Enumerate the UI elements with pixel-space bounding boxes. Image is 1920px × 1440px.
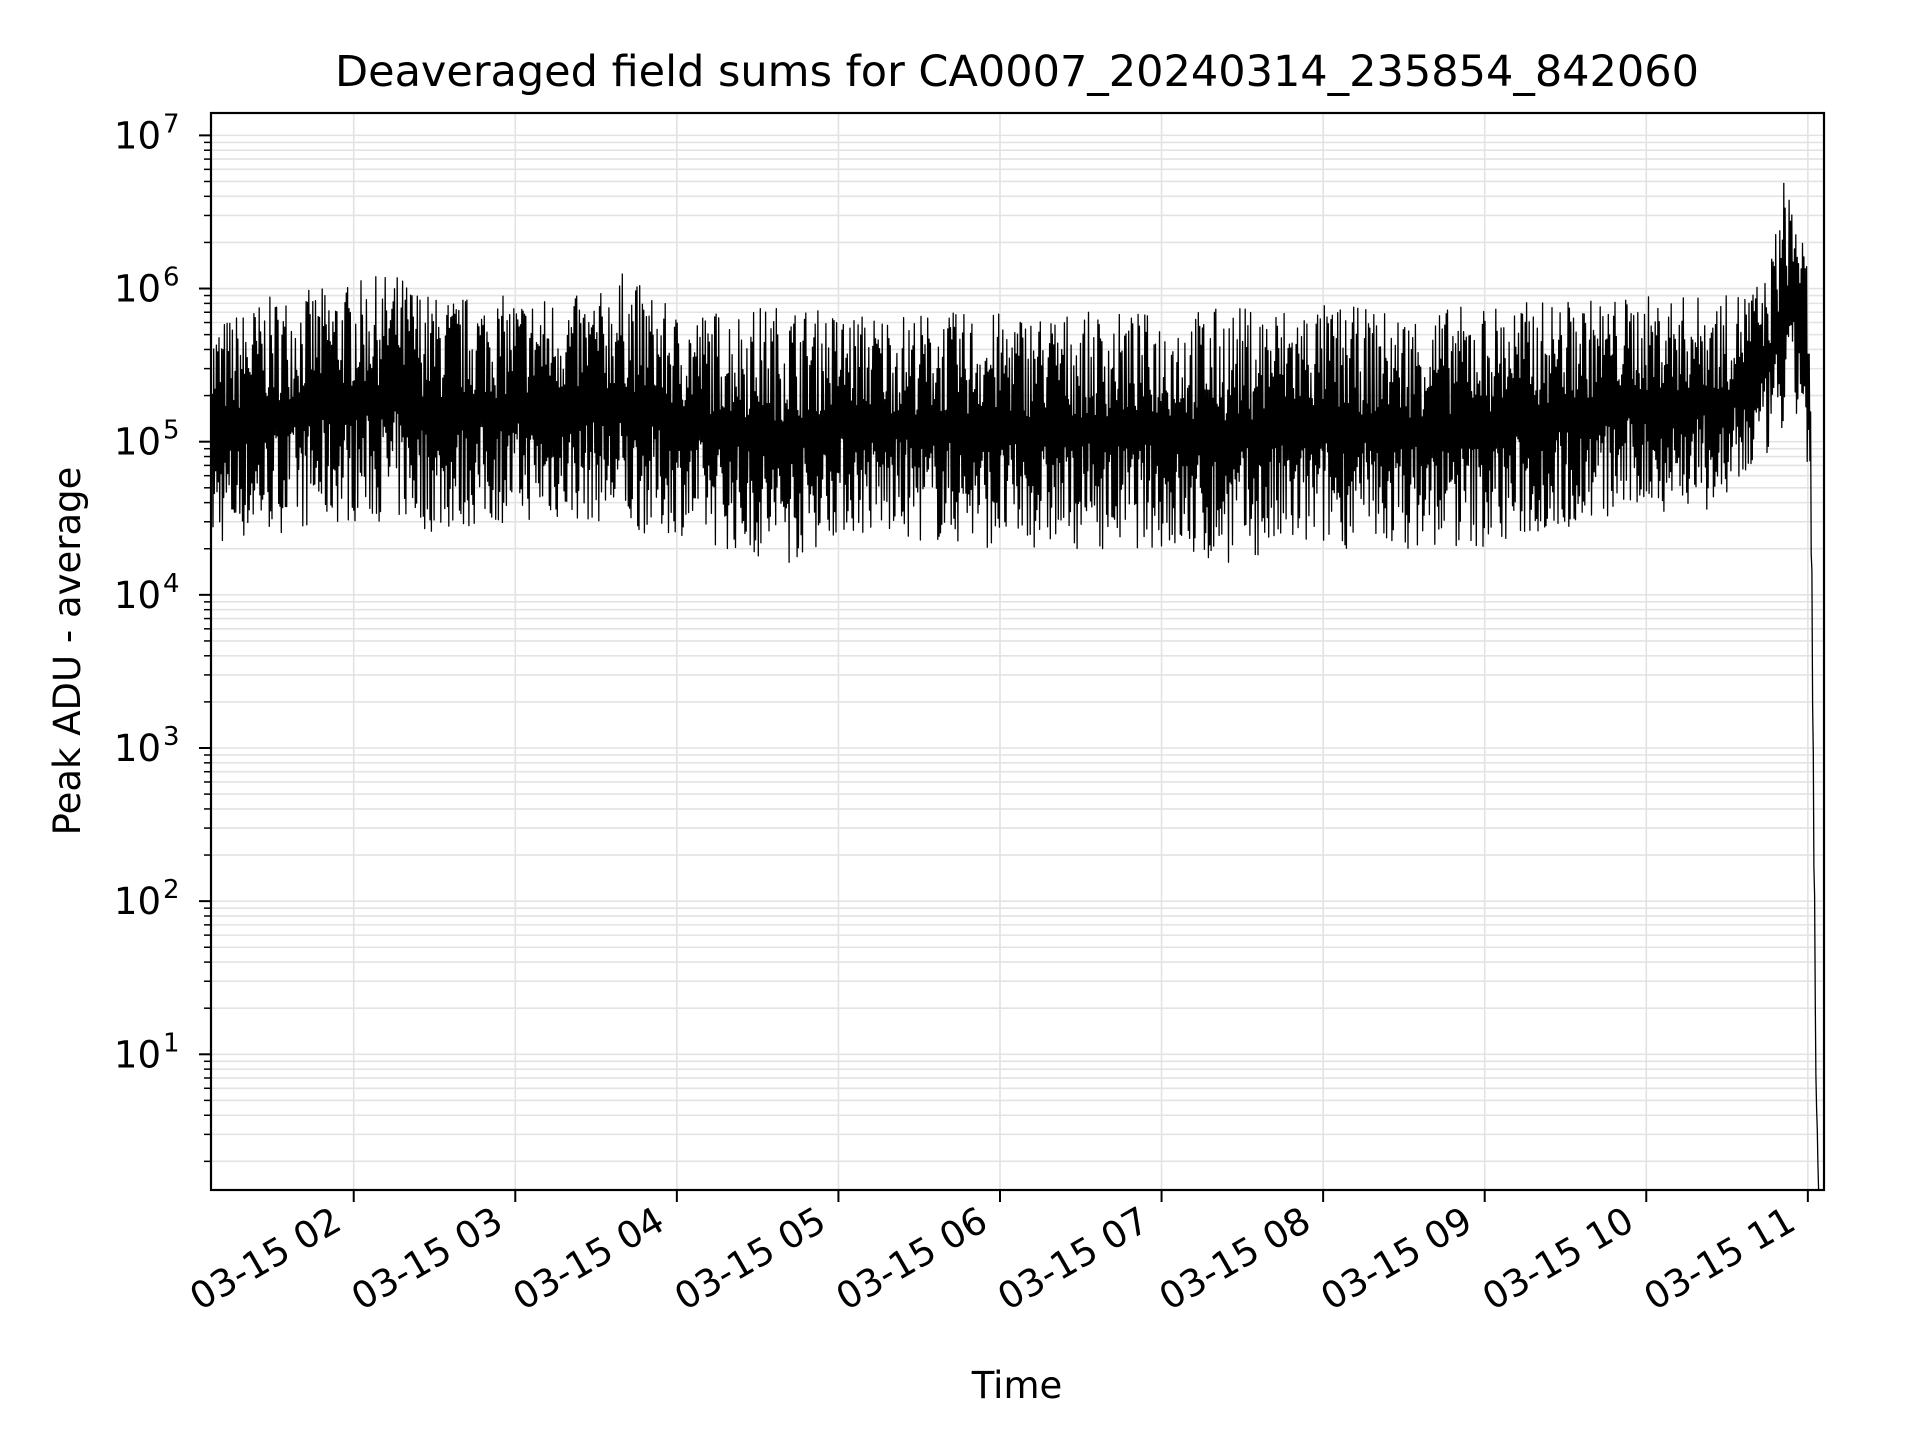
chart-title: Deaveraged field sums for CA0007_2024031… <box>335 47 1699 97</box>
y-tick-label-exponent: 3 <box>163 722 180 752</box>
y-tick-label-base: 10 <box>114 268 161 311</box>
x-tick-label: 03-15 04 <box>506 1199 672 1319</box>
y-tick-label-base: 10 <box>114 421 161 464</box>
y-tick-label-base: 10 <box>114 727 161 770</box>
y-axis-label: Peak ADU - average <box>46 467 89 836</box>
y-tick-label-base: 10 <box>114 574 161 617</box>
y-tick-label: 10 <box>114 1033 161 1076</box>
x-tick-label: 03-15 07 <box>990 1199 1156 1319</box>
y-tick-label: 10 <box>114 574 161 617</box>
x-tick-label: 03-15 05 <box>667 1199 833 1319</box>
y-tick-label-base: 10 <box>114 880 161 923</box>
series-layer <box>210 182 1820 1191</box>
y-tick-label: 10 <box>114 880 161 923</box>
series-line <box>210 182 1820 1191</box>
y-tick-label: 10 <box>114 114 161 157</box>
y-tick-label-exponent: 1 <box>163 1028 180 1058</box>
y-tick-label-exponent: 7 <box>163 109 180 139</box>
y-tick-label-base: 10 <box>114 1033 161 1076</box>
y-tick-label-exponent: 2 <box>163 875 180 905</box>
y-tick-label-exponent: 6 <box>163 263 180 293</box>
x-tick-label: 03-15 10 <box>1475 1199 1641 1319</box>
y-tick-label: 10 <box>114 727 161 770</box>
grid-lines <box>211 113 1824 1190</box>
y-tick-label-exponent: 4 <box>163 569 180 599</box>
x-tick-label: 03-15 03 <box>344 1199 510 1319</box>
y-tick-label-exponent: 5 <box>163 416 180 446</box>
x-axis-label: Time <box>971 1364 1063 1407</box>
y-tick-label: 10 <box>114 268 161 311</box>
x-tick-label: 03-15 09 <box>1314 1199 1480 1319</box>
y-tick-label: 10 <box>114 421 161 464</box>
x-tick-label: 03-15 08 <box>1152 1199 1318 1319</box>
x-tick-label: 03-15 11 <box>1637 1199 1803 1319</box>
y-tick-label-base: 10 <box>114 114 161 157</box>
x-tick-label: 03-15 02 <box>183 1199 349 1319</box>
plot-frame <box>209 111 1826 1192</box>
x-tick-label: 03-15 06 <box>829 1199 995 1319</box>
